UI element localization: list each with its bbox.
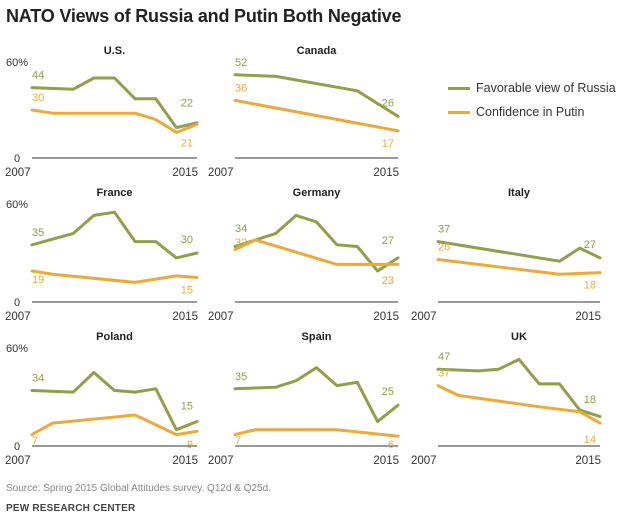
panel-canada: Canada 2007 2015 52 36 26 17 [208,45,400,179]
x-tick-label-end: 2015 [373,167,399,179]
panel-title-poland: Poland [96,331,133,343]
panel-title-france: France [96,187,132,199]
start-value-label-favorable: 52 [235,57,247,69]
start-value-label-favorable: 34 [235,223,247,235]
end-value-label-confidence: 18 [584,280,596,292]
series-line-confidence-uk [436,384,602,425]
start-value-label-favorable: 37 [438,224,450,236]
series-line-confidence-italy [436,258,602,276]
x-tick-label-start: 2007 [5,455,31,467]
x-tick-label-end: 2015 [575,455,601,467]
x-tick-label-end: 2015 [172,311,198,323]
y-tick-label-zero: 0 [14,153,20,165]
y-tick-label-zero: 0 [14,297,20,309]
panel-poland: Poland 60% 0 2007 2015 34 7 15 9 [5,331,199,467]
x-tick-label-end: 2015 [575,311,601,323]
start-value-label-confidence: 7 [32,435,38,447]
end-value-label-favorable: 30 [181,234,193,246]
panel-spain: Spain 2007 2015 35 7 25 6 [208,331,400,467]
panel-title-canada: Canada [297,45,338,57]
x-tick-label-start: 2007 [5,311,31,323]
end-value-label-confidence: 6 [388,439,394,451]
x-tick-label-start: 2007 [208,455,234,467]
series-line-favorable-italy [436,240,602,263]
series-line-favorable-germany [233,213,400,273]
start-value-label-confidence: 26 [438,242,450,254]
end-value-label-favorable: 26 [382,97,394,109]
source-note: Source: Spring 2015 Global Attitudes sur… [6,483,271,494]
start-value-label-confidence: 36 [235,82,247,94]
start-value-label-confidence: 32 [235,237,247,249]
series-line-confidence-u-s [30,108,199,134]
legend-swatch-confidence [448,110,470,114]
end-value-label-favorable: 27 [584,239,596,251]
legend-label-favorable: Favorable view of Russia [476,81,616,95]
end-value-label-favorable: 27 [382,235,394,247]
start-value-label-favorable: 35 [235,371,247,383]
x-tick-label-end: 2015 [172,167,198,179]
end-value-label-confidence: 23 [382,275,394,287]
start-value-label-favorable: 35 [32,227,44,239]
x-tick-label-start: 2007 [208,311,234,323]
legend-swatch-favorable [448,86,470,90]
x-tick-label-start: 2007 [411,311,437,323]
legend-item-confidence: Confidence in Putin [448,100,616,124]
panel-title-uk: UK [511,331,527,343]
end-value-label-confidence: 17 [382,138,394,150]
end-value-label-confidence: 14 [584,434,596,446]
legend-label-confidence: Confidence in Putin [476,105,585,119]
panel-title-u-s: U.S. [104,45,125,57]
end-value-label-favorable: 18 [584,394,596,406]
series-line-confidence-canada [233,98,400,133]
series-line-favorable-u-s [30,76,199,130]
end-value-label-confidence: 21 [181,138,193,150]
y-tick-label-top: 60% [6,57,28,69]
y-tick-label-top: 60% [6,343,28,355]
start-value-label-confidence: 7 [235,435,241,447]
y-tick-label-zero: 0 [14,441,20,453]
series-line-confidence-france [30,269,199,284]
series-line-favorable-poland [30,371,199,432]
panel-title-germany: Germany [293,187,342,199]
panel-france: France 60% 0 2007 2015 35 19 30 15 [5,187,199,323]
x-tick-label-start: 2007 [208,167,234,179]
panel-germany: Germany 2007 2015 34 32 27 23 [208,187,400,323]
legend-item-favorable: Favorable view of Russia [448,76,616,100]
org-credit: PEW RESEARCH CENTER [6,503,136,514]
chart-title: NATO Views of Russia and Putin Both Nega… [6,6,402,26]
start-value-label-favorable: 47 [438,351,450,363]
series-line-confidence-germany [233,238,400,266]
series-line-favorable-uk [436,357,602,419]
legend: Favorable view of Russia Confidence in P… [448,76,616,124]
series-line-confidence-spain [233,428,400,438]
end-value-label-favorable: 15 [181,400,193,412]
x-tick-label-end: 2015 [373,311,399,323]
end-value-label-confidence: 15 [181,285,193,297]
panel-title-italy: Italy [508,187,531,199]
panel-title-spain: Spain [302,331,332,343]
x-tick-label-start: 2007 [5,167,31,179]
series-line-favorable-france [30,210,199,260]
end-value-label-confidence: 9 [187,439,193,451]
start-value-label-confidence: 30 [32,92,44,104]
start-value-label-favorable: 34 [32,372,44,384]
panel-uk: UK 2007 2015 47 37 18 14 [411,331,602,467]
end-value-label-favorable: 22 [181,98,193,110]
series-line-favorable-canada [233,73,400,118]
y-tick-label-top: 60% [6,199,28,211]
panel-italy: Italy 2007 2015 37 26 27 18 [411,187,602,323]
x-tick-label-end: 2015 [373,455,399,467]
series-line-favorable-spain [233,366,400,423]
x-tick-label-end: 2015 [172,455,198,467]
start-value-label-confidence: 19 [32,274,44,286]
start-value-label-favorable: 44 [32,70,44,82]
panel-u-s: U.S. 60% 0 2007 2015 44 30 22 21 [5,45,199,179]
series-line-confidence-poland [30,413,199,437]
start-value-label-confidence: 37 [438,368,450,380]
x-tick-label-start: 2007 [411,455,437,467]
end-value-label-favorable: 25 [382,386,394,398]
